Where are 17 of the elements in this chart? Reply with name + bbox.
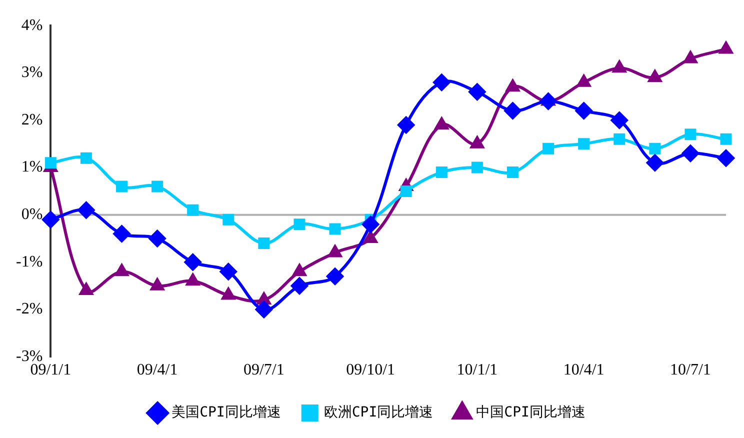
y-tick-label: 2% — [21, 111, 43, 128]
x-tick-label: 09/4/1 — [136, 362, 178, 379]
x-tick-label: 10/7/1 — [670, 362, 711, 379]
legend-label: 中国CPI同比增速 — [476, 404, 586, 421]
y-tick-label: 4% — [21, 16, 43, 34]
x-tick-label: 09/7/1 — [243, 362, 284, 379]
y-tick-label: -2% — [16, 300, 43, 318]
x-tick-label: 09/1/1 — [30, 362, 72, 379]
x-tick-label: 09/10/1 — [346, 362, 395, 379]
legend-label: 欧洲CPI同比增速 — [324, 404, 434, 421]
y-tick-label: -1% — [16, 253, 43, 270]
y-tick-label: 1% — [21, 158, 43, 176]
y-tick-label: 0% — [21, 206, 43, 224]
x-tick-label: 10/4/1 — [563, 362, 604, 379]
y-tick-label: 3% — [21, 64, 43, 82]
legend-label: 美国CPI同比增速 — [172, 404, 281, 421]
x-tick-label: 10/1/1 — [456, 362, 498, 379]
